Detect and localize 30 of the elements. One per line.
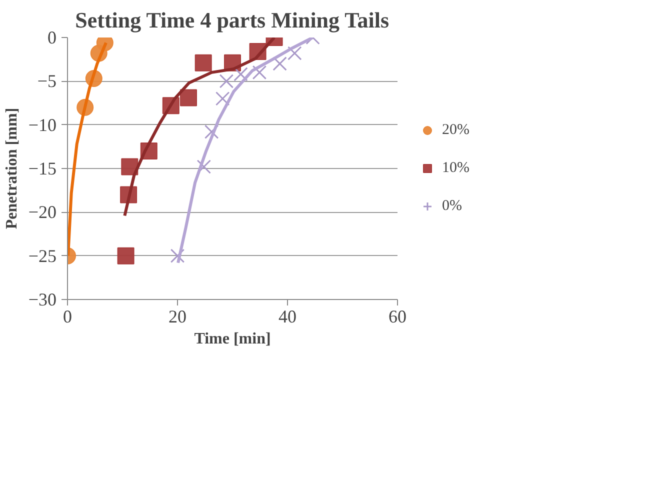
point [288, 46, 302, 60]
y-tick-label: −20 [28, 202, 57, 222]
point [215, 92, 230, 106]
y-tick-label: −15 [28, 158, 57, 178]
legend-label: 10% [442, 160, 470, 176]
point [121, 158, 138, 176]
x-tick-label: 0 [63, 306, 72, 326]
point [180, 89, 197, 106]
point [204, 124, 219, 139]
x-axis-title: Time [min] [194, 330, 271, 348]
y-tick-label: −25 [28, 246, 57, 266]
y-tick-label: −30 [28, 290, 57, 310]
y-tick-label: 0 [48, 28, 56, 48]
y-axis-title: Penetration [mm] [3, 108, 20, 230]
chart-title: Setting Time 4 parts Mining Tails [75, 8, 390, 32]
point [170, 248, 185, 263]
legend-label: 20% [442, 122, 470, 138]
legend-label: 0% [442, 198, 462, 214]
point [234, 67, 248, 82]
point [196, 160, 212, 174]
x-tick-label: 20 [168, 306, 186, 326]
x-tick-label: 40 [278, 306, 296, 326]
x-tick-label: 60 [388, 306, 406, 326]
point [117, 247, 134, 264]
point [194, 54, 212, 72]
point [252, 65, 267, 80]
y-tick-label: −5 [37, 71, 57, 92]
point [272, 56, 287, 71]
point [219, 74, 234, 88]
y-tick-label: −10 [28, 114, 57, 135]
